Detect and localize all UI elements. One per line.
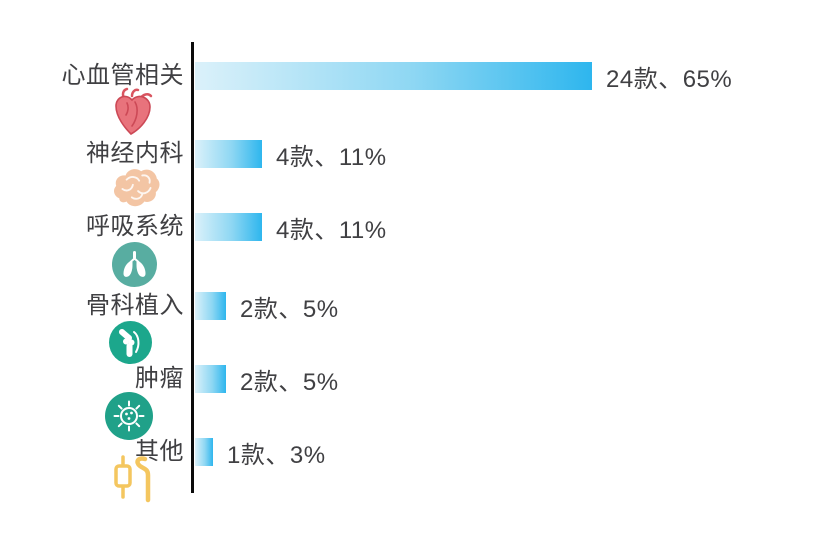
candlestick-icon bbox=[107, 452, 165, 510]
heart-icon bbox=[110, 87, 156, 137]
bar-row-orthopedic-implant: 2款、5% bbox=[195, 291, 339, 323]
bar-value-label-orthopedic-implant: 2款、5% bbox=[240, 295, 339, 323]
bar-respiratory bbox=[195, 213, 262, 241]
category-label-orthopedic-implant: 骨科植入 bbox=[86, 292, 184, 319]
category-label-respiratory: 呼吸系统 bbox=[86, 213, 184, 240]
bar-row-other: 1款、3% bbox=[195, 437, 326, 469]
bar-other bbox=[195, 438, 213, 466]
bar-row-respiratory: 4款、11% bbox=[195, 212, 387, 244]
bar-neurology bbox=[195, 140, 262, 168]
bar-orthopedic-implant bbox=[195, 292, 226, 320]
y-axis-line bbox=[191, 42, 194, 493]
bar-row-neurology: 4款、11% bbox=[195, 139, 387, 171]
tumor-cell-icon bbox=[105, 392, 153, 440]
category-label-neurology: 神经内科 bbox=[86, 140, 184, 167]
bar-value-label-other: 1款、3% bbox=[227, 441, 326, 469]
category-label-cardiovascular: 心血管相关 bbox=[61, 62, 184, 89]
bar-value-label-neurology: 4款、11% bbox=[276, 143, 387, 171]
bar-value-label-oncology: 2款、5% bbox=[240, 368, 339, 396]
brain-icon bbox=[111, 166, 161, 212]
knee-joint-icon bbox=[109, 321, 152, 364]
lungs-icon bbox=[112, 242, 157, 287]
bar-value-label-cardiovascular: 24款、65% bbox=[606, 65, 733, 93]
category-label-oncology: 肿瘤 bbox=[135, 365, 184, 392]
bar-row-oncology: 2款、5% bbox=[195, 364, 339, 396]
bar-cardiovascular bbox=[195, 62, 592, 90]
bar-row-cardiovascular: 24款、65% bbox=[195, 61, 733, 93]
bar-value-label-respiratory: 4款、11% bbox=[276, 216, 387, 244]
bar-oncology bbox=[195, 365, 226, 393]
